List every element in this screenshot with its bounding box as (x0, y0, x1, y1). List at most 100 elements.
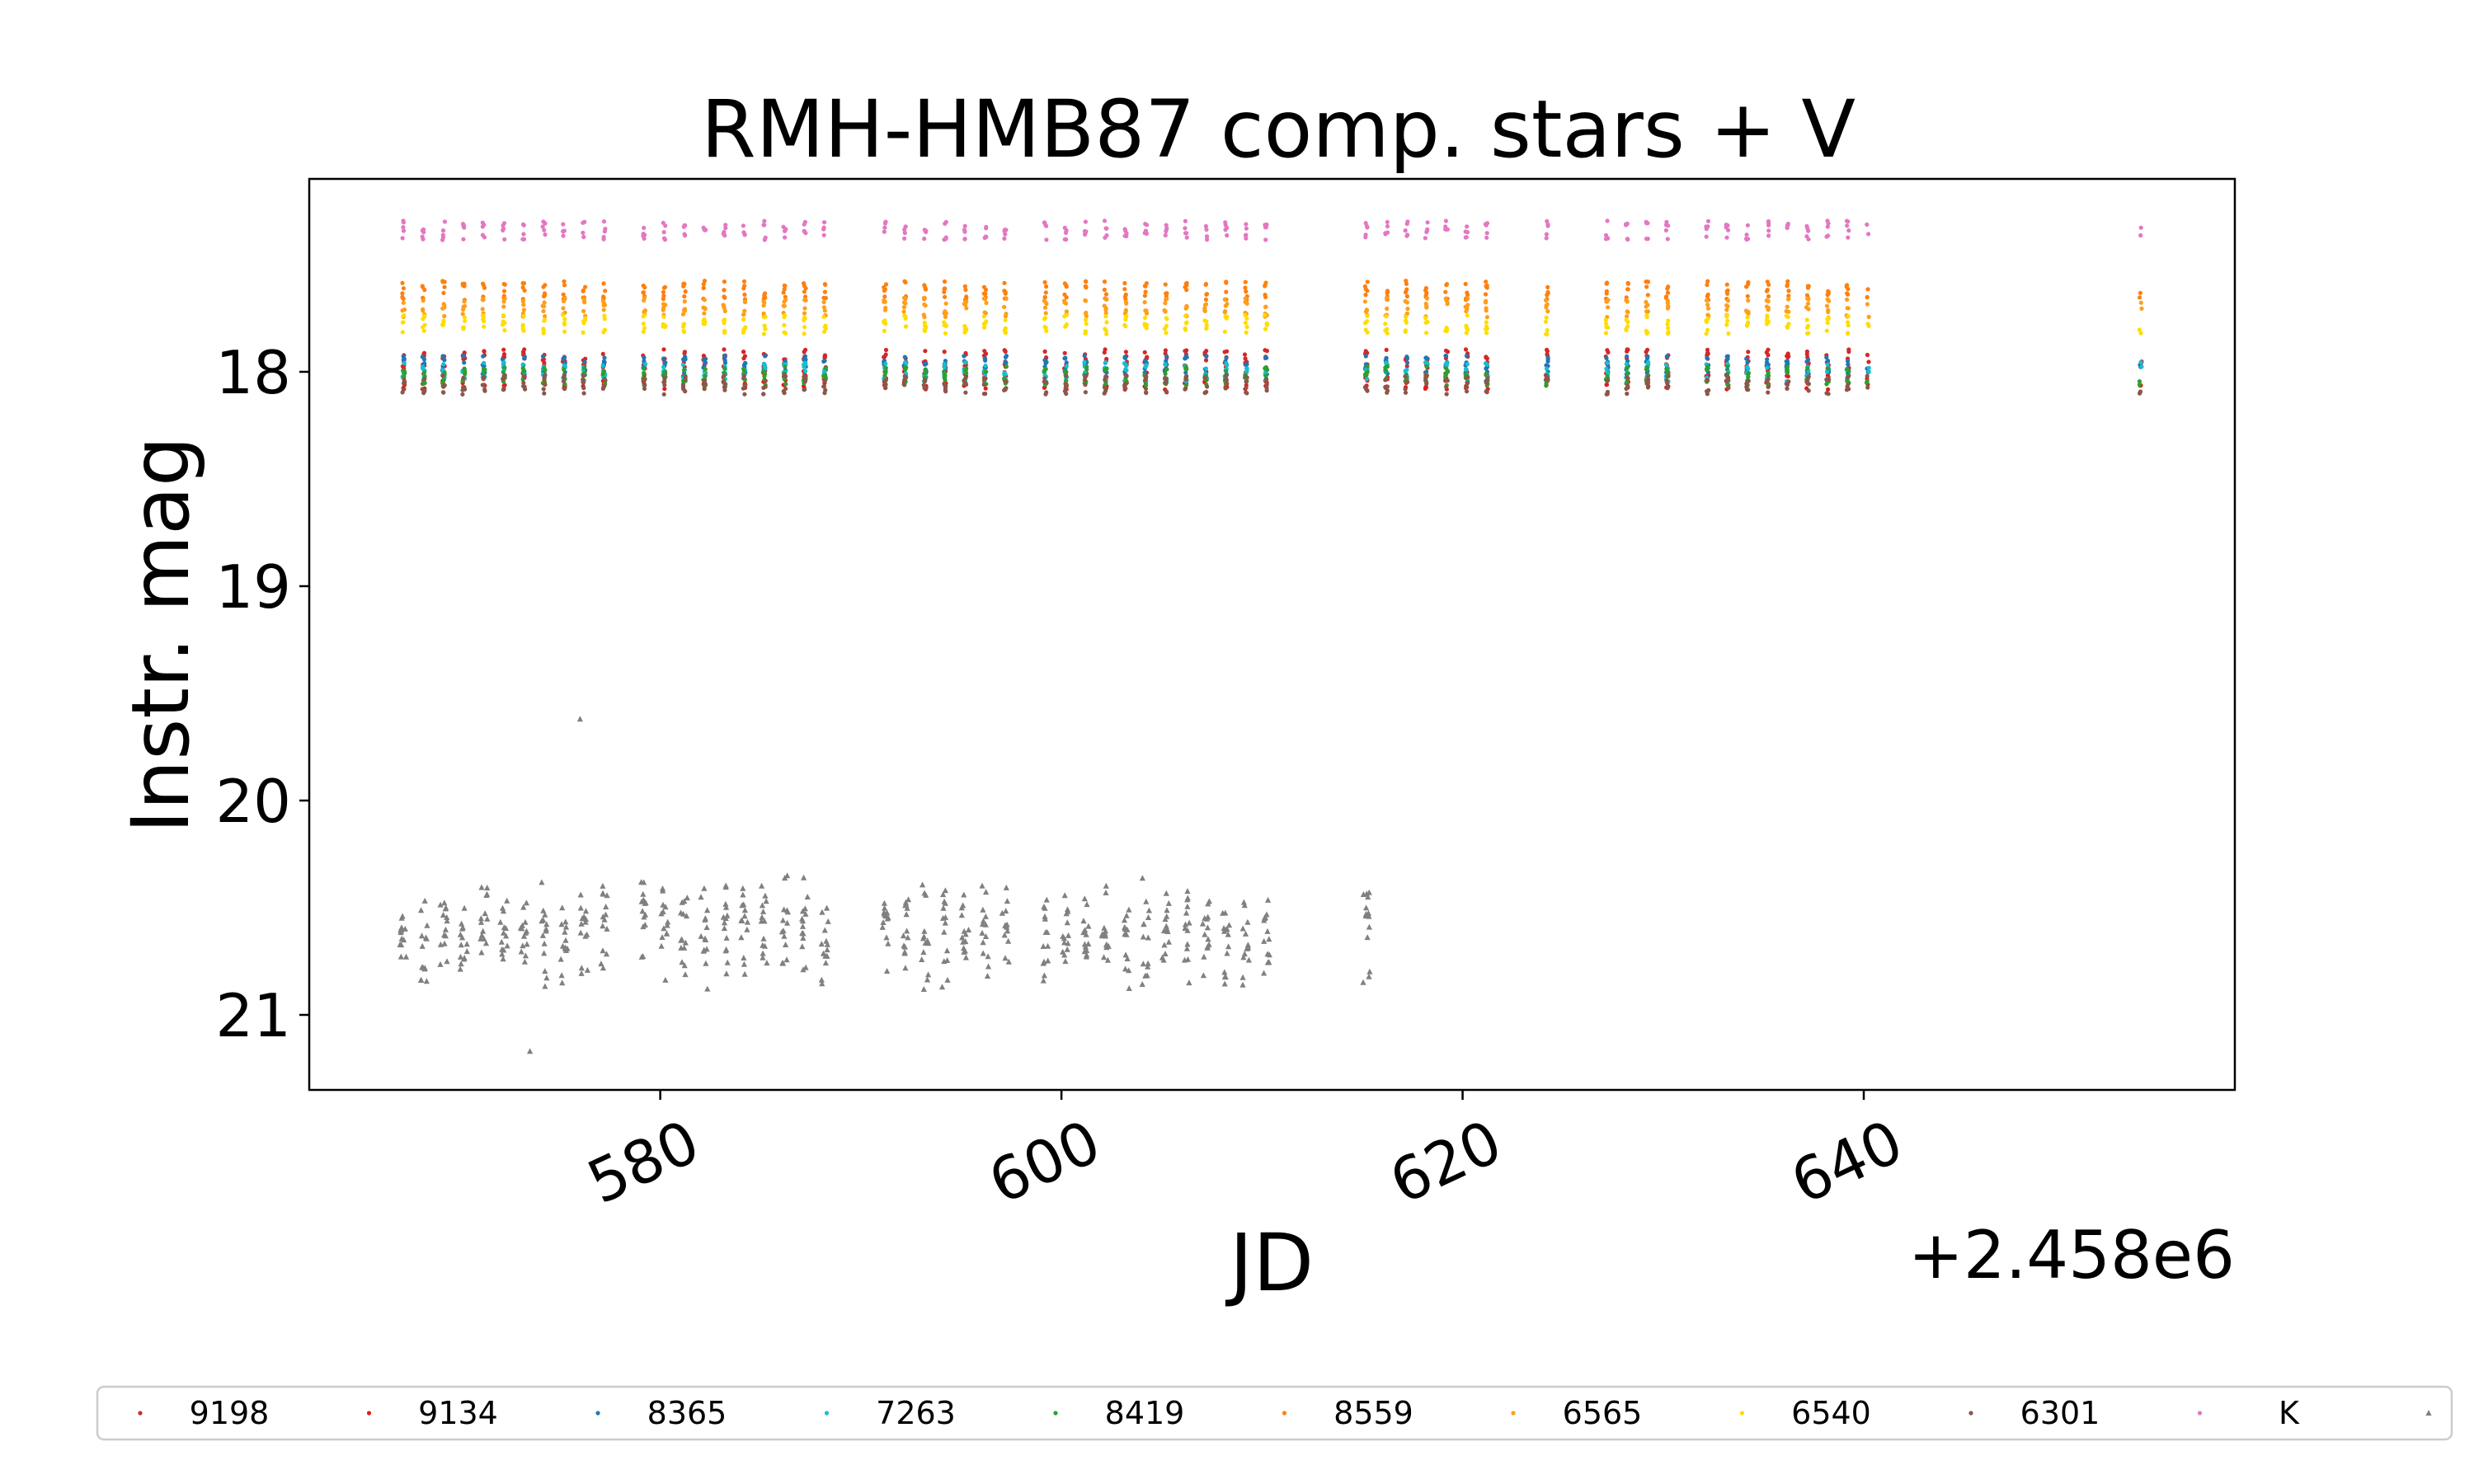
data-point (1705, 303, 1710, 308)
data-point (522, 384, 527, 389)
data-point (1004, 379, 1009, 384)
data-point (1183, 945, 1190, 951)
data-point (1003, 329, 1008, 334)
legend-marker (1282, 1411, 1287, 1416)
data-point (480, 220, 485, 225)
data-point (1726, 385, 1731, 391)
data-point (1103, 388, 1108, 393)
data-point (1123, 382, 1128, 387)
data-point (741, 312, 746, 317)
data-point (678, 909, 684, 916)
data-point (1404, 318, 1409, 323)
data-point (1144, 326, 1149, 331)
data-point (761, 331, 767, 336)
data-point (478, 932, 485, 938)
data-point (682, 971, 689, 978)
data-point (942, 919, 948, 926)
data-point (762, 315, 767, 320)
data-point (1163, 232, 1168, 237)
data-point (1745, 315, 1750, 320)
data-point (1003, 317, 1008, 322)
data-point (1665, 306, 1670, 311)
data-point (562, 373, 567, 378)
data-point (1243, 356, 1248, 361)
data-point (539, 879, 545, 885)
data-point (1084, 284, 1089, 289)
data-point (539, 932, 546, 938)
data-point (1202, 308, 1207, 313)
data-point (462, 366, 467, 371)
data-point (1404, 314, 1409, 319)
data-point (1665, 381, 1670, 386)
data-point (1443, 328, 1448, 333)
data-point (1003, 884, 1009, 890)
data-point (1225, 922, 1233, 928)
data-point (1203, 223, 1208, 228)
data-point (638, 953, 645, 960)
data-point (581, 234, 586, 240)
data-point (1383, 378, 1388, 383)
data-point (822, 378, 827, 383)
data-point (883, 934, 890, 941)
data-point (1745, 360, 1750, 365)
data-point (702, 916, 708, 923)
data-point (501, 924, 507, 931)
data-point (738, 934, 745, 941)
data-point (2138, 331, 2143, 336)
data-point (1084, 901, 1090, 908)
data-point (542, 391, 547, 396)
data-point (800, 966, 807, 973)
data-point (558, 921, 565, 928)
data-point (941, 928, 948, 935)
data-point (1044, 359, 1049, 364)
data-point (1443, 227, 1449, 232)
data-point (1744, 284, 1749, 289)
data-point (1203, 297, 1208, 302)
data-point (1239, 981, 1246, 988)
data-point (1064, 946, 1070, 952)
data-point (461, 904, 468, 911)
data-point (822, 391, 827, 396)
data-point (581, 377, 586, 382)
data-point (642, 371, 647, 376)
data-point (1785, 351, 1790, 356)
data-point (1704, 319, 1710, 324)
data-point (882, 328, 887, 333)
data-point (602, 911, 609, 918)
data-point (661, 314, 666, 319)
data-point (962, 354, 967, 359)
data-point (1042, 376, 1047, 381)
data-point (1266, 936, 1272, 942)
data-point (1845, 378, 1850, 383)
data-point (722, 387, 727, 392)
data-point (1141, 920, 1147, 927)
data-point (400, 330, 405, 335)
data-point (943, 947, 951, 954)
data-point (478, 949, 485, 956)
data-point (1163, 282, 1168, 287)
data-point (521, 380, 526, 385)
data-point (482, 940, 490, 946)
data-point (1826, 309, 1831, 314)
data-point (1183, 377, 1188, 382)
data-point (521, 308, 527, 312)
data-point (682, 308, 688, 313)
data-point (1826, 392, 1831, 397)
data-point (502, 282, 507, 287)
data-point (1744, 232, 1749, 237)
data-point (1264, 322, 1270, 327)
data-point (821, 305, 826, 310)
data-point (900, 932, 907, 939)
data-point (2137, 379, 2142, 384)
data-point (901, 304, 906, 310)
data-point (462, 299, 467, 304)
data-point (1005, 937, 1012, 944)
data-point (1724, 322, 1729, 327)
data-point (783, 374, 788, 379)
legend-label: 6565 (1563, 1395, 1643, 1431)
data-point (1625, 324, 1630, 329)
data-point (578, 965, 585, 971)
data-point (703, 356, 708, 361)
data-point (2138, 300, 2143, 305)
data-point (440, 354, 445, 359)
